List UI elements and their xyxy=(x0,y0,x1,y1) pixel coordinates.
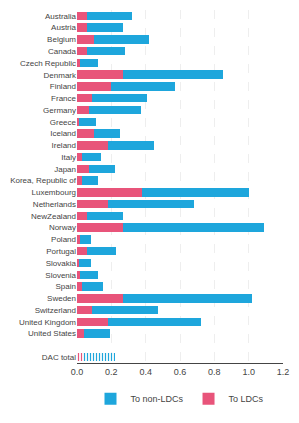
svg-text:United Kingdom: United Kingdom xyxy=(19,318,76,327)
svg-text:0.2: 0.2 xyxy=(105,367,118,377)
svg-text:Czech Republic: Czech Republic xyxy=(20,59,76,68)
svg-text:To non-LDCs: To non-LDCs xyxy=(131,394,184,404)
svg-text:0.4: 0.4 xyxy=(139,367,152,377)
svg-text:Finland: Finland xyxy=(50,82,76,91)
svg-text:Austria: Austria xyxy=(51,23,76,32)
svg-text:Italy: Italy xyxy=(61,153,76,162)
svg-text:Ireland: Ireland xyxy=(52,141,76,150)
svg-text:Denmark: Denmark xyxy=(44,71,77,80)
svg-text:Spain: Spain xyxy=(56,282,76,291)
svg-text:0.8: 0.8 xyxy=(208,367,221,377)
svg-text:Poland: Poland xyxy=(51,235,76,244)
svg-text:1.2: 1.2 xyxy=(277,367,290,377)
svg-text:Luxembourg: Luxembourg xyxy=(32,188,76,197)
svg-text:Sweden: Sweden xyxy=(47,294,76,303)
svg-text:DAC total: DAC total xyxy=(42,353,76,362)
svg-text:Japan: Japan xyxy=(54,165,76,174)
svg-text:Portugal: Portugal xyxy=(46,247,76,256)
svg-text:Korea, Republic of: Korea, Republic of xyxy=(10,176,77,185)
svg-text:Slovakia: Slovakia xyxy=(46,259,77,268)
svg-text:0.6: 0.6 xyxy=(174,367,187,377)
svg-text:Belgium: Belgium xyxy=(47,35,76,44)
svg-text:Australia: Australia xyxy=(45,12,77,21)
svg-text:To LDCs: To LDCs xyxy=(229,394,264,404)
svg-text:Norway: Norway xyxy=(49,223,76,232)
svg-text:Canada: Canada xyxy=(48,47,77,56)
svg-text:Netherlands: Netherlands xyxy=(33,200,76,209)
svg-text:Greece: Greece xyxy=(50,118,77,127)
svg-text:France: France xyxy=(51,94,76,103)
svg-text:Switzerland: Switzerland xyxy=(35,306,76,315)
svg-text:United States: United States xyxy=(28,329,76,338)
svg-text:NewZealand: NewZealand xyxy=(31,212,76,221)
svg-text:1.0: 1.0 xyxy=(242,367,255,377)
svg-text:Iceland: Iceland xyxy=(50,129,76,138)
svg-text:Germany: Germany xyxy=(43,106,76,115)
svg-text:0.0: 0.0 xyxy=(71,367,84,377)
svg-text:Slovenia: Slovenia xyxy=(45,271,76,280)
